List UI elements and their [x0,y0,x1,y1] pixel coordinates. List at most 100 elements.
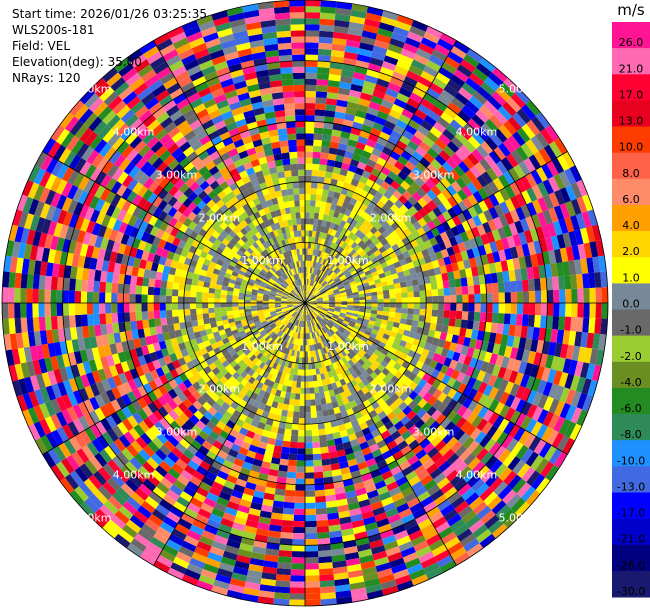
ppi-gate [67,392,78,407]
ppi-gate [122,381,133,394]
ppi-gate [287,380,293,387]
ppi-gate [67,169,80,185]
ppi-gate [350,283,357,288]
ppi-gate [117,303,124,313]
ppi-gate [232,291,240,296]
ppi-gate [352,310,359,315]
ppi-gate [313,218,319,226]
ppi-gate [348,322,355,328]
ppi-gate [280,317,287,323]
ppi-gate [269,322,276,328]
ppi-gate [387,82,402,93]
ppi-gate [446,469,460,482]
ppi-gate [308,363,312,370]
ppi-gate [568,330,577,346]
ppi-gate [515,444,529,460]
ppi-gate [318,367,324,375]
ppi-gate [140,363,150,375]
ppi-gate [163,440,176,452]
ppi-gate [483,196,494,210]
ppi-gate [333,290,340,294]
ppi-gate [577,288,584,303]
ppi-gate [357,287,365,292]
ppi-gate [176,261,184,271]
ppi-gate [512,257,521,270]
ppi-gate [489,477,504,492]
ppi-gate [575,376,586,393]
ppi-gate [556,262,565,277]
ppi-gate [223,323,231,330]
ppi-gate [305,308,308,315]
ppi-gate [359,305,366,310]
ppi-gate [312,447,321,455]
ppi-gate [21,332,30,348]
ppi-gate [380,261,388,269]
ppi-gate [535,477,551,494]
ppi-gate [601,303,608,319]
ppi-gate [233,267,241,274]
ppi-gate [269,310,277,315]
ppi-gate [181,574,199,586]
ppi-gate [439,560,457,573]
ppi-gate [526,326,534,339]
ppi-gate [305,103,316,110]
ppi-gate [305,48,319,55]
ppi-gate [293,312,298,318]
ppi-gate [474,303,481,313]
ppi-gate [541,290,548,303]
ppi-gate [454,500,469,514]
ppi-gate [471,148,484,162]
ppi-gate [502,270,510,283]
ppi-gate [74,466,89,483]
ppi-gate [508,424,521,439]
ppi-gate [315,495,326,503]
ppi-gate [41,247,51,263]
ppi-gate [339,343,346,351]
ppi-gate [582,317,590,333]
ppi-gate [548,383,559,399]
ppi-gate [308,285,312,292]
ppi-gate [324,259,330,267]
ppi-gate [310,304,317,308]
ppi-gate [305,363,309,370]
ppi-gate [353,244,361,252]
ppi-gate [325,433,334,441]
ppi-gate [210,393,220,403]
ppi-gate [337,504,350,513]
ppi-gate [326,402,334,410]
ppi-gate [163,413,175,425]
ppi-gate [533,151,547,167]
ppi-gate [227,318,235,324]
ppi-gate [423,357,433,367]
ppi-gate [432,217,442,228]
ppi-gate [319,312,326,318]
ppi-gate [369,57,384,67]
ppi-gate [323,183,331,191]
ppi-gate [287,336,292,343]
ppi-gate [404,274,412,282]
ppi-gate [480,469,495,483]
ppi-gate [67,421,80,437]
ppi-gate [413,211,423,222]
ppi-gate [335,299,342,302]
ppi-gate [318,314,324,320]
ppi-gate [256,303,263,306]
ppi-gate [314,206,321,214]
ppi-gate [345,145,356,154]
ppi-gate [251,496,264,505]
ppi-gate [39,387,51,403]
ppi-gate [352,308,360,312]
ppi-gate [548,398,560,414]
ppi-gate [172,237,181,247]
ppi-gate [102,481,117,496]
ppi-gate [16,194,28,212]
ppi-gate [148,491,163,504]
ppi-gate [255,278,262,284]
ppi-gate [352,338,359,345]
ppi-gate [528,303,536,316]
ppi-gate [311,182,318,189]
ppi-gate [268,339,275,346]
ppi-gate [186,271,194,280]
ppi-gate [565,303,572,317]
ppi-gate [235,276,243,283]
